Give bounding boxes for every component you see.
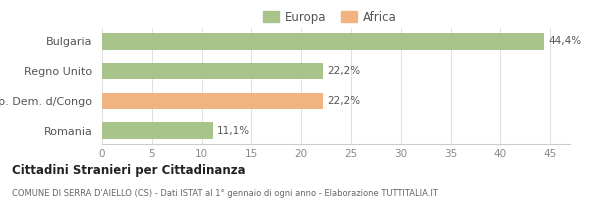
Legend: Europa, Africa: Europa, Africa [258, 6, 402, 28]
Text: 11,1%: 11,1% [217, 126, 250, 136]
Bar [102, 122, 212, 139]
Text: COMUNE DI SERRA D'AIELLO (CS) - Dati ISTAT al 1° gennaio di ogni anno - Elaboraz: COMUNE DI SERRA D'AIELLO (CS) - Dati IST… [12, 189, 438, 198]
Bar [102, 33, 544, 50]
Text: 44,4%: 44,4% [548, 36, 581, 46]
Bar [102, 63, 323, 79]
Text: 22,2%: 22,2% [327, 66, 360, 76]
Text: 22,2%: 22,2% [327, 96, 360, 106]
Text: Cittadini Stranieri per Cittadinanza: Cittadini Stranieri per Cittadinanza [12, 164, 245, 177]
Bar [102, 93, 323, 109]
